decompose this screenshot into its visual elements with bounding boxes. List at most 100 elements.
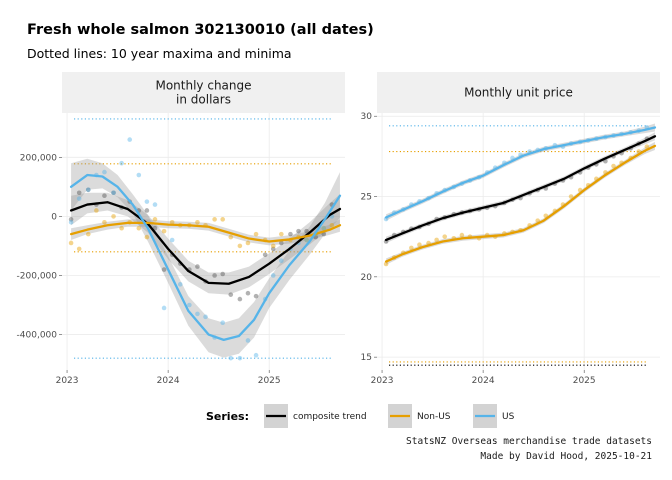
data-point-non-us	[304, 237, 309, 243]
legend-item-non-us: Non-US	[388, 404, 451, 428]
data-point-us	[279, 258, 284, 264]
data-point-composite-trend	[111, 190, 116, 196]
data-point-non-us	[253, 231, 259, 237]
data-point-us	[169, 237, 175, 243]
data-point-composite-trend	[288, 231, 293, 237]
data-point-non-us	[417, 242, 422, 248]
data-point-us	[253, 352, 259, 358]
data-point-us	[102, 169, 107, 175]
data-point-non-us	[329, 222, 335, 228]
data-point-us	[177, 282, 183, 287]
legend-label: Non-US	[417, 412, 451, 422]
data-point-non-us	[102, 219, 107, 225]
data-point-non-us	[76, 246, 82, 252]
trend-line-us	[69, 173, 342, 342]
data-point-non-us	[111, 214, 116, 219]
data-point-non-us	[161, 228, 167, 234]
trend-line-composite-trend	[69, 201, 342, 285]
data-point-non-us	[85, 231, 91, 237]
legend-label: US	[502, 412, 515, 422]
data-point-us	[237, 355, 243, 361]
x-tick-label: 2024	[157, 376, 180, 386]
data-point-non-us	[136, 225, 142, 231]
trend-line-us	[384, 126, 657, 219]
data-point-non-us	[644, 144, 650, 150]
data-point-composite-trend	[161, 267, 167, 272]
y-tick-label: 20	[361, 273, 373, 283]
panel-strip	[377, 72, 660, 113]
caption-line-2: Made by David Hood, 2025-10-21	[480, 451, 652, 462]
x-tick-label: 2025	[573, 376, 596, 386]
legend: Series: composite trend Non-US US	[206, 404, 515, 428]
panel-strip	[62, 72, 345, 113]
data-point-composite-trend	[85, 187, 91, 193]
data-point-non-us	[409, 245, 414, 251]
data-point-non-us	[383, 261, 389, 267]
x-tick-label: 2023	[56, 376, 79, 386]
trend-line-composite-trend	[384, 135, 657, 242]
data-point-composite-trend	[144, 208, 150, 213]
legend-item-composite-trend: composite trend	[264, 404, 367, 428]
y-tick-label: 0	[51, 212, 57, 222]
data-point-composite-trend	[212, 273, 217, 278]
confidence-band-us	[71, 158, 340, 358]
legend-title: Series:	[206, 410, 249, 423]
data-point-non-us	[152, 217, 158, 222]
panel-strip-label: Monthly unit price	[464, 86, 573, 100]
data-point-non-us	[195, 219, 200, 225]
data-point-us	[245, 338, 251, 343]
trend-line-non-us	[69, 221, 342, 243]
panel-strip-label: in dollars	[176, 93, 231, 107]
confidence-band-composite-trend	[71, 192, 340, 295]
data-point-non-us	[212, 217, 217, 222]
x-tick-label: 2025	[258, 376, 281, 386]
data-point-composite-trend	[102, 193, 107, 199]
data-point-non-us	[568, 194, 574, 199]
legend-label: composite trend	[293, 412, 367, 422]
legend-item-us: US	[473, 404, 515, 428]
x-tick-label: 2023	[371, 376, 394, 386]
data-point-us	[85, 187, 91, 193]
data-point-us	[161, 305, 167, 311]
data-point-us	[220, 320, 226, 326]
caption-line-1: StatsNZ Overseas merchandise trade datas…	[406, 436, 652, 447]
data-point-non-us	[434, 237, 439, 243]
data-point-composite-trend	[279, 240, 284, 246]
data-point-non-us	[169, 219, 175, 225]
trend-line-non-us	[384, 144, 657, 263]
data-point-non-us	[119, 225, 124, 231]
data-point-us	[304, 237, 309, 243]
y-tick-label: 25	[361, 193, 372, 203]
data-point-composite-trend	[253, 293, 259, 299]
data-point-non-us	[611, 163, 616, 169]
data-point-composite-trend	[304, 228, 309, 234]
data-point-us	[111, 190, 116, 196]
y-tick-label: -200,000	[17, 271, 58, 281]
data-point-composite-trend	[296, 228, 301, 234]
data-point-us	[68, 219, 74, 225]
x-tick-label: 2024	[472, 376, 495, 386]
y-tick-label: -400,000	[17, 331, 58, 341]
data-point-non-us	[279, 231, 284, 237]
y-tick-label: 200,000	[20, 153, 57, 163]
data-point-us	[76, 196, 82, 201]
data-point-composite-trend	[270, 246, 276, 252]
data-point-us	[195, 311, 200, 317]
data-point-us	[144, 199, 150, 204]
data-point-composite-trend	[220, 271, 226, 277]
data-point-us	[270, 273, 276, 278]
data-point-composite-trend	[228, 292, 234, 297]
y-tick-label: 30	[361, 112, 373, 122]
chart-title: Fresh whole salmon 302130010 (all dates)	[27, 22, 374, 38]
data-point-non-us	[459, 232, 465, 238]
data-point-non-us	[228, 234, 234, 240]
data-point-us	[127, 137, 133, 142]
data-point-us	[203, 314, 208, 320]
data-point-composite-trend	[237, 296, 243, 302]
confidence-band-non-us	[71, 219, 340, 246]
data-point-composite-trend	[262, 252, 268, 258]
data-point-us	[119, 160, 124, 166]
